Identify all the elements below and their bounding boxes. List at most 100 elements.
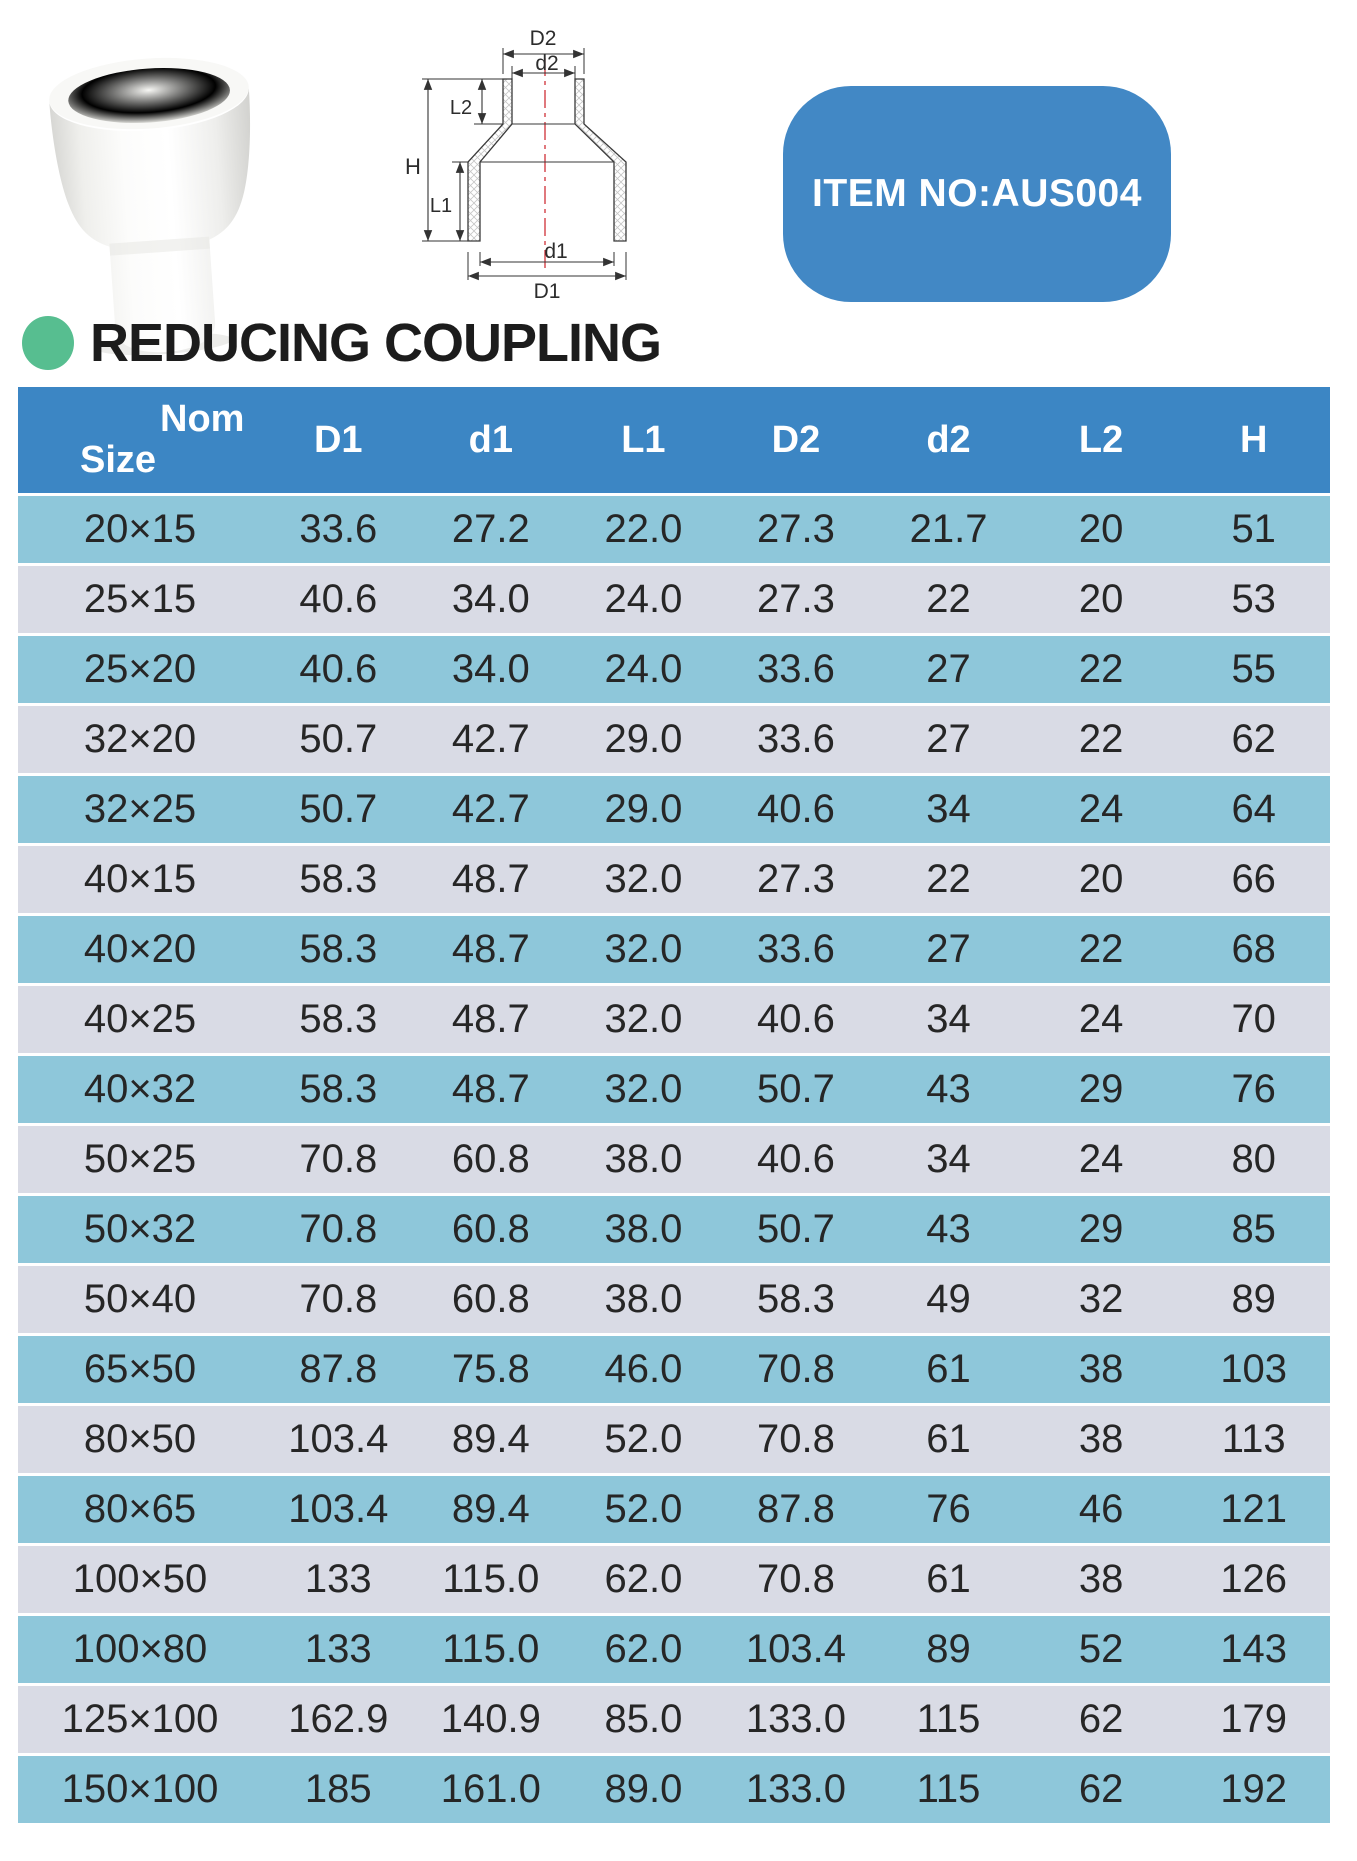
table-cell: 70.8 <box>262 1266 415 1333</box>
table-cell: 76 <box>1177 1056 1330 1123</box>
table-cell: 80×50 <box>18 1406 262 1473</box>
table-row: 40×32 58.3 48.7 32.0 50.7 43 29 76 <box>18 1056 1330 1123</box>
table-cell: 40×25 <box>18 986 262 1053</box>
table-cell: 34 <box>872 986 1025 1053</box>
table-cell: 27.3 <box>719 496 873 563</box>
table-cell: 70.8 <box>719 1546 873 1613</box>
table-cell: 27 <box>872 636 1025 703</box>
table-cell: 48.7 <box>414 986 568 1053</box>
table-cell: 87.8 <box>262 1336 415 1403</box>
product-photo-image <box>49 57 251 356</box>
table-cell: 65×50 <box>18 1336 262 1403</box>
table-cell: 43 <box>872 1056 1025 1123</box>
table-cell: 24.0 <box>567 566 720 633</box>
table-cell: 22 <box>1024 636 1178 703</box>
table-cell: 24 <box>1024 1126 1178 1193</box>
table-row: 40×20 58.3 48.7 32.0 33.6 27 22 68 <box>18 916 1330 983</box>
table-cell: 32×25 <box>18 776 262 843</box>
table-cell: 58.3 <box>262 1056 415 1123</box>
table-row: 25×15 40.6 34.0 24.0 27.3 22 20 53 <box>18 566 1330 633</box>
table-cell: 33.6 <box>719 916 873 983</box>
table-cell: 40×32 <box>18 1056 262 1123</box>
table-cell: 179 <box>1177 1686 1330 1753</box>
table-cell: 60.8 <box>414 1126 568 1193</box>
label-L2: L2 <box>450 97 472 119</box>
table-cell: 34.0 <box>414 566 568 633</box>
table-cell: 162.9 <box>262 1686 415 1753</box>
table-cell: 50.7 <box>719 1196 873 1263</box>
table-cell: 89.0 <box>567 1756 720 1823</box>
table-cell: 38.0 <box>567 1126 720 1193</box>
table-cell: 34 <box>872 776 1025 843</box>
label-H: H <box>405 154 421 179</box>
table-cell: 52.0 <box>567 1476 720 1543</box>
table-cell: 62 <box>1024 1756 1178 1823</box>
table-cell: 49 <box>872 1266 1025 1333</box>
header-D2: D2 <box>719 387 873 493</box>
table-row: 25×20 40.6 34.0 24.0 33.6 27 22 55 <box>18 636 1330 703</box>
header-d1: d1 <box>414 387 568 493</box>
table-cell: 70.8 <box>262 1196 415 1263</box>
table-cell: 33.6 <box>262 496 415 563</box>
table-cell: 38.0 <box>567 1266 720 1333</box>
table-cell: 133.0 <box>719 1686 873 1753</box>
table-cell: 58.3 <box>262 916 415 983</box>
table-cell: 52.0 <box>567 1406 720 1473</box>
table-cell: 140.9 <box>414 1686 568 1753</box>
table-cell: 24 <box>1024 776 1178 843</box>
left-wall-section <box>467 78 513 242</box>
table-cell: 27.3 <box>719 566 873 633</box>
table-row: 32×20 50.7 42.7 29.0 33.6 27 22 62 <box>18 706 1330 773</box>
table-cell: 32.0 <box>567 1056 720 1123</box>
bullet-dot-icon <box>22 316 74 370</box>
header-d2: d2 <box>872 387 1025 493</box>
header-L2: L2 <box>1024 387 1178 493</box>
table-cell: 51 <box>1177 496 1330 563</box>
table-cell: 32 <box>1024 1266 1178 1333</box>
table-cell: 61 <box>872 1406 1025 1473</box>
table-row: 20×15 33.6 27.2 22.0 27.3 21.7 20 51 <box>18 496 1330 563</box>
spec-table: Nom Size D1 d1 L1 D2 d2 L2 H 20×15 33.6 27… <box>18 384 1330 1826</box>
table-cell: 133 <box>262 1616 415 1683</box>
table-cell: 22 <box>1024 916 1178 983</box>
table-cell: 34 <box>872 1126 1025 1193</box>
table-cell: 48.7 <box>414 916 568 983</box>
table-cell: 89 <box>872 1616 1025 1683</box>
table-cell: 43 <box>872 1196 1025 1263</box>
table-cell: 25×15 <box>18 566 262 633</box>
table-cell: 85.0 <box>567 1686 720 1753</box>
table-cell: 22 <box>872 846 1025 913</box>
table-cell: 24.0 <box>567 636 720 703</box>
table-cell: 29 <box>1024 1196 1178 1263</box>
table-cell: 32.0 <box>567 846 720 913</box>
table-cell: 126 <box>1177 1546 1330 1613</box>
table-cell: 62.0 <box>567 1616 720 1683</box>
section-heading: REDUCING COUPLING <box>22 310 662 376</box>
table-cell: 103.4 <box>719 1616 873 1683</box>
table-cell: 25×20 <box>18 636 262 703</box>
table-cell: 38 <box>1024 1336 1178 1403</box>
header-H: H <box>1177 387 1330 493</box>
table-cell: 29.0 <box>567 776 720 843</box>
table-cell: 22 <box>1024 706 1178 773</box>
table-cell: 68 <box>1177 916 1330 983</box>
table-cell: 70.8 <box>719 1406 873 1473</box>
table-cell: 29 <box>1024 1056 1178 1123</box>
table-cell: 150×100 <box>18 1756 262 1823</box>
table-cell: 55 <box>1177 636 1330 703</box>
table-cell: 42.7 <box>414 706 568 773</box>
table-cell: 76 <box>872 1476 1025 1543</box>
table-header-row: Nom Size D1 d1 L1 D2 d2 L2 H <box>18 387 1330 493</box>
table-cell: 48.7 <box>414 1056 568 1123</box>
table-row: 80×65 103.4 89.4 52.0 87.8 76 46 121 <box>18 1476 1330 1543</box>
table-cell: 85 <box>1177 1196 1330 1263</box>
table-cell: 80×65 <box>18 1476 262 1543</box>
table-cell: 66 <box>1177 846 1330 913</box>
table-cell: 29.0 <box>567 706 720 773</box>
table-cell: 115.0 <box>414 1616 568 1683</box>
table-cell: 100×80 <box>18 1616 262 1683</box>
socket-step-lines <box>480 123 614 163</box>
label-L1: L1 <box>430 195 452 217</box>
header-D1: D1 <box>262 387 415 493</box>
table-cell: 40.6 <box>719 1126 873 1193</box>
